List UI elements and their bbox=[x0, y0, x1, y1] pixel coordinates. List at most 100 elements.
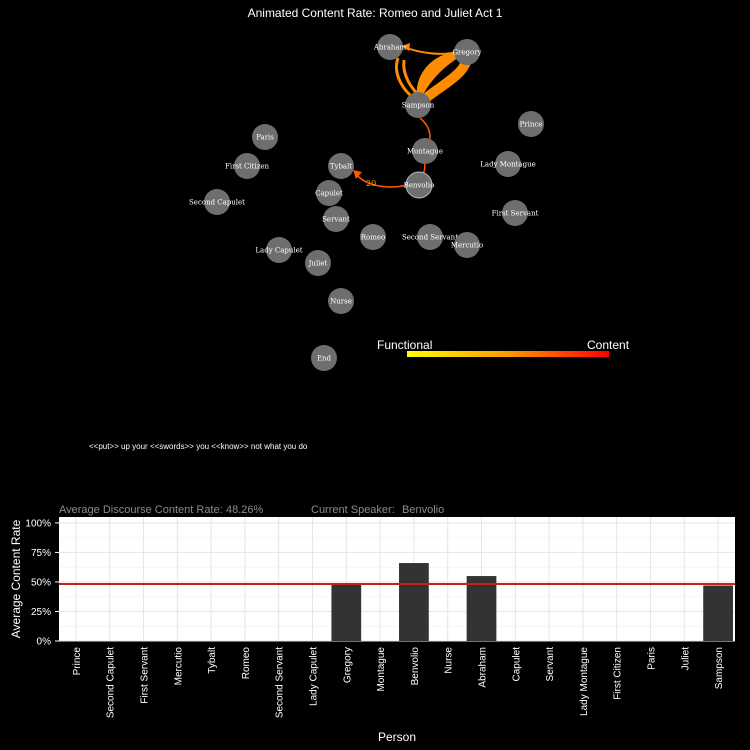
node-circle bbox=[204, 189, 230, 215]
node-abraham: Abraham bbox=[373, 34, 407, 60]
bar-benvolio bbox=[399, 563, 429, 641]
node-label: Benvolio bbox=[404, 182, 435, 190]
node-gregory: Gregory bbox=[452, 39, 482, 65]
node-label: Juliet bbox=[308, 260, 328, 268]
node-circle bbox=[454, 39, 480, 65]
node-tybalt: Tybalt bbox=[328, 153, 354, 179]
node-circle bbox=[417, 224, 443, 250]
node-label: Lady Montague bbox=[480, 161, 536, 169]
node-second-capulet: Second Capulet bbox=[189, 189, 245, 215]
edge-weight-label: 20 bbox=[366, 179, 376, 188]
node-montague: Montague bbox=[407, 138, 443, 164]
y-tick-label: 25% bbox=[31, 607, 51, 618]
node-paris: Paris bbox=[252, 124, 278, 150]
node-circle bbox=[252, 124, 278, 150]
node-label: Nurse bbox=[330, 298, 352, 306]
x-tick-label: Juliet bbox=[680, 647, 691, 671]
node-lady-montague: Lady Montague bbox=[480, 151, 536, 177]
node-circle bbox=[305, 250, 331, 276]
edge-gregory-sampson bbox=[416, 51, 467, 105]
node-circle bbox=[454, 232, 480, 258]
node-label: Tybalt bbox=[330, 163, 353, 171]
node-prince: Prince bbox=[518, 111, 544, 137]
y-axis-title: Average Content Rate bbox=[9, 519, 23, 638]
x-tick-label: First Servant bbox=[140, 647, 151, 704]
x-tick-label: Sampson bbox=[714, 647, 725, 689]
node-label: Second Capulet bbox=[189, 199, 245, 207]
x-tick-label: Lady Capulet bbox=[309, 647, 320, 706]
node-label: Romeo bbox=[361, 234, 385, 242]
bar-sampson bbox=[703, 585, 733, 641]
bar-abraham bbox=[466, 576, 497, 641]
node-circle bbox=[518, 111, 544, 137]
node-romeo: Romeo bbox=[360, 224, 386, 250]
legend-functional-label: Functional bbox=[377, 338, 433, 352]
node-label: Gregory bbox=[452, 49, 481, 57]
node-circle bbox=[412, 138, 438, 164]
node-juliet: Juliet bbox=[305, 250, 331, 276]
node-circle bbox=[328, 153, 354, 179]
avg-content-rate-label: Average Discourse Content Rate: bbox=[59, 504, 223, 516]
node-circle bbox=[266, 237, 292, 263]
x-tick-label: Nurse bbox=[444, 647, 455, 674]
node-label: Sampson bbox=[402, 102, 435, 110]
node-sampson: Sampson bbox=[402, 92, 435, 118]
node-circle bbox=[377, 34, 403, 60]
dialogue-text: <<put>> up your <<swords>> you <<know>> … bbox=[89, 442, 308, 451]
node-end: End bbox=[311, 345, 337, 371]
x-tick-label: Tybalt bbox=[207, 647, 218, 674]
y-tick-label: 0% bbox=[37, 637, 52, 648]
node-first-citizen: First Citizen bbox=[225, 153, 270, 179]
x-tick-label: Montague bbox=[376, 647, 387, 692]
x-tick-label: Prince bbox=[72, 647, 83, 676]
network-nodes: Abraham Gregory Sampson Prince Paris Montague… bbox=[189, 34, 544, 371]
network-graph: 20 Abraham Gregory Sampson Prince Paris Monta… bbox=[189, 34, 544, 371]
x-tick-label: Abraham bbox=[478, 647, 489, 688]
x-tick-label: Second Servant bbox=[275, 647, 286, 718]
node-circle bbox=[502, 200, 528, 226]
edge-gregory-abraham-arrow bbox=[402, 43, 410, 51]
node-second-servant: Second Servant bbox=[402, 224, 458, 250]
node-capulet: Capulet bbox=[315, 180, 343, 206]
edge-benvolio-tybalt-arrow bbox=[353, 170, 362, 179]
x-tick-label: Benvolio bbox=[410, 647, 421, 686]
y-tick-label: 75% bbox=[31, 548, 51, 559]
node-benvolio: Benvolio bbox=[404, 171, 435, 199]
node-first-servant: First Servant bbox=[492, 200, 539, 226]
node-label: Paris bbox=[256, 134, 274, 142]
x-tick-label: Lady Montague bbox=[579, 647, 590, 716]
x-tick-label: Romeo bbox=[241, 647, 252, 680]
page-title: Animated Content Rate: Romeo and Juliet … bbox=[247, 6, 503, 20]
node-label: Prince bbox=[520, 121, 543, 129]
legend-content-label: Content bbox=[587, 338, 630, 352]
node-circle bbox=[316, 180, 342, 206]
node-mercutio: Mercutio bbox=[451, 232, 483, 258]
node-label: Montague bbox=[407, 148, 443, 156]
node-label: First Citizen bbox=[225, 163, 270, 171]
node-label: Second Servant bbox=[402, 234, 458, 242]
node-lady-capulet: Lady Capulet bbox=[255, 237, 303, 263]
x-tick-label: First Citizen bbox=[613, 647, 624, 700]
node-servant: Servant bbox=[322, 206, 350, 232]
node-label: Capulet bbox=[315, 190, 343, 198]
x-tick-label: Mercutio bbox=[173, 647, 184, 686]
node-circle bbox=[360, 224, 386, 250]
node-circle bbox=[405, 92, 431, 118]
node-label: Lady Capulet bbox=[255, 247, 302, 255]
y-tick-label: 100% bbox=[25, 518, 51, 529]
y-tick-label: 50% bbox=[31, 577, 51, 588]
edge-benvolio-tybalt bbox=[355, 173, 409, 188]
bar-gregory bbox=[331, 584, 362, 641]
node-label: Mercutio bbox=[451, 242, 483, 250]
plot-panel bbox=[59, 517, 735, 641]
node-circle bbox=[328, 288, 354, 314]
x-tick-label: Servant bbox=[545, 647, 556, 682]
current-speaker-value: Benvolio bbox=[402, 504, 445, 516]
node-circle bbox=[495, 151, 521, 177]
node-label: Servant bbox=[322, 216, 350, 224]
node-circle bbox=[405, 171, 433, 199]
node-label: End bbox=[317, 355, 332, 363]
avg-content-rate-value: 48.26% bbox=[226, 504, 264, 516]
